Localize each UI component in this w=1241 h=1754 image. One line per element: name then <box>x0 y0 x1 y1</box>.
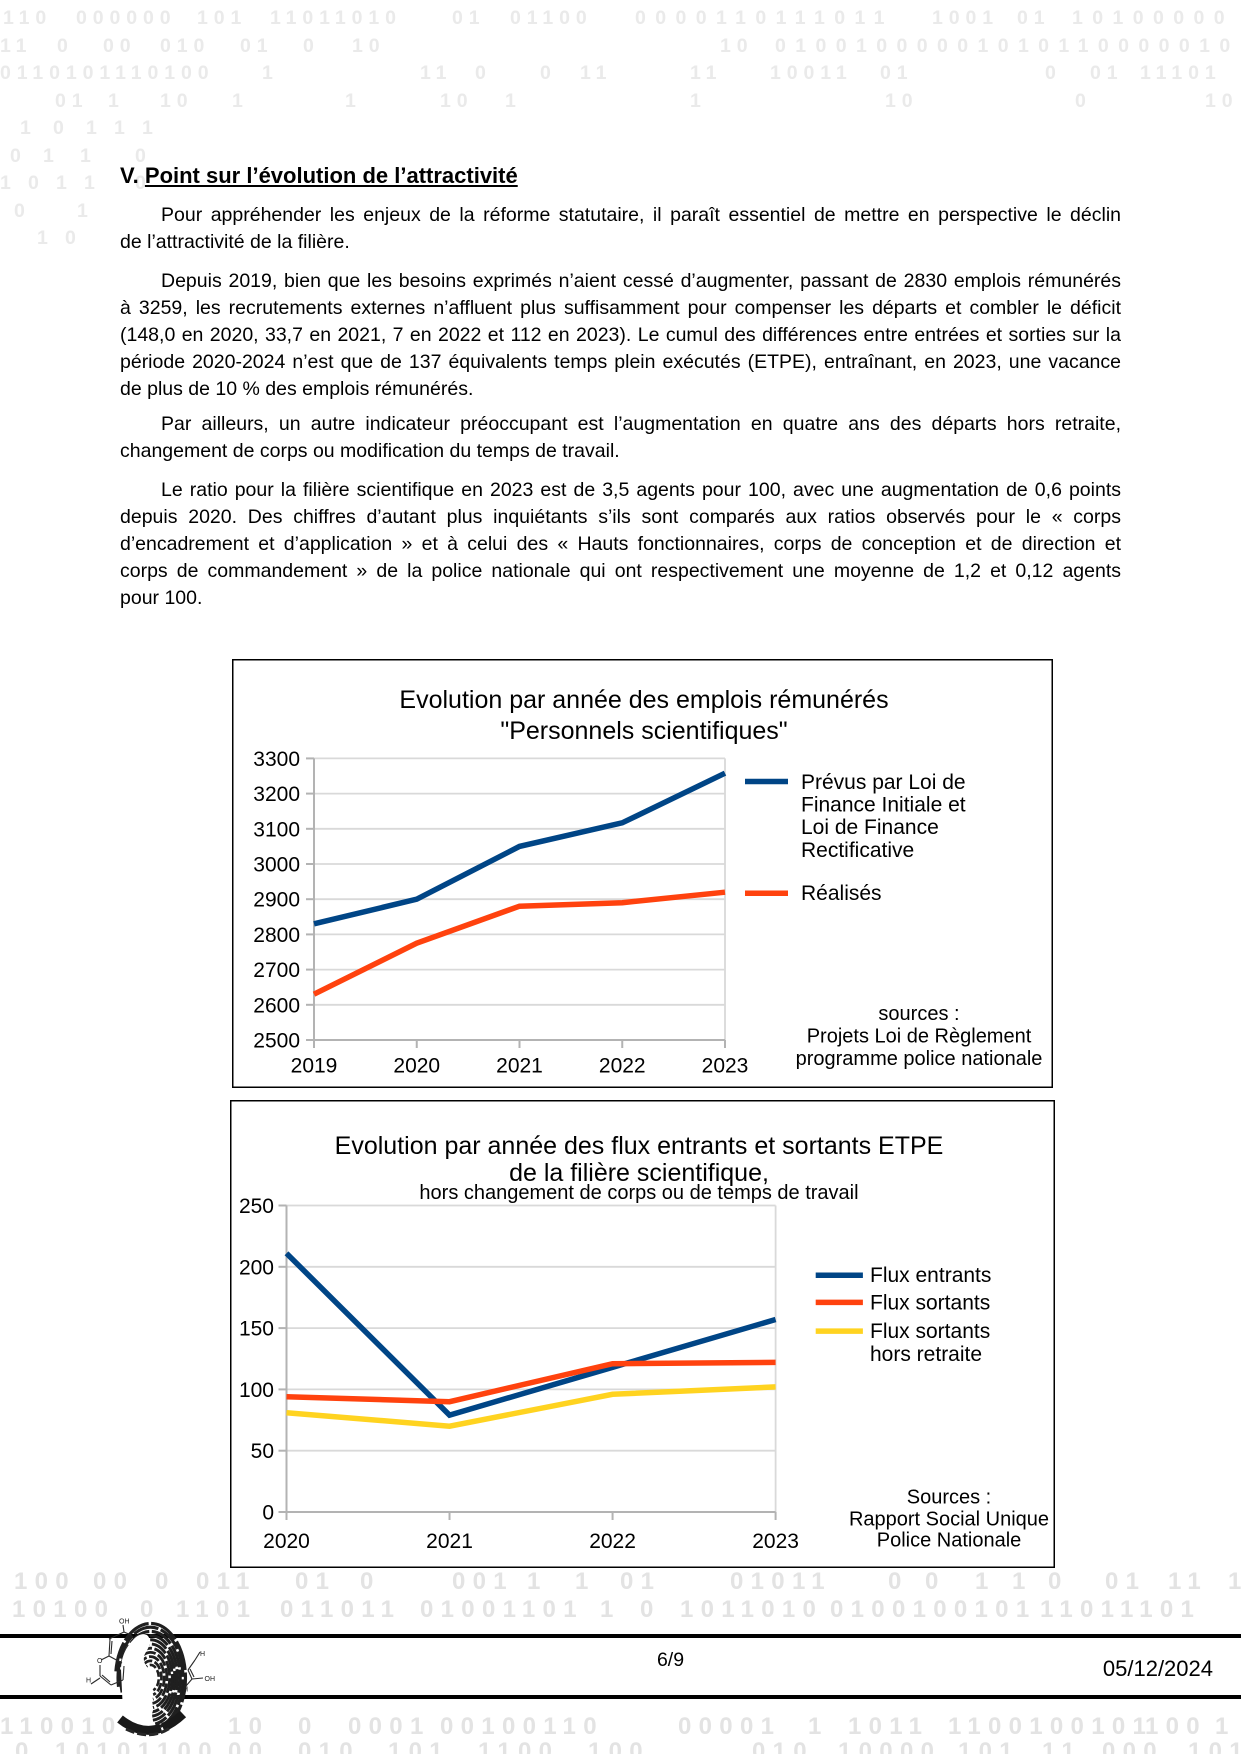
svg-text:Flux entrants: Flux entrants <box>870 1264 991 1287</box>
svg-text:2021: 2021 <box>426 1530 473 1553</box>
svg-text:2500: 2500 <box>253 1030 300 1053</box>
svg-text:H: H <box>200 1651 205 1658</box>
svg-text:2022: 2022 <box>599 1055 646 1078</box>
svg-text:150: 150 <box>239 1318 274 1341</box>
svg-text:50: 50 <box>251 1440 274 1463</box>
svg-text:200: 200 <box>239 1256 274 1279</box>
svg-text:2021: 2021 <box>496 1055 543 1078</box>
svg-text:Flux sortants: Flux sortants <box>870 1291 990 1314</box>
svg-text:2019: 2019 <box>291 1055 338 1078</box>
svg-text:O: O <box>97 1658 103 1665</box>
svg-text:sources :: sources : <box>878 1003 959 1025</box>
svg-text:2900: 2900 <box>253 889 300 912</box>
svg-text:Loi de Finance: Loi de Finance <box>801 816 939 839</box>
svg-text:2023: 2023 <box>702 1055 749 1078</box>
svg-text:programme police nationale: programme police nationale <box>796 1048 1043 1070</box>
svg-text:250: 250 <box>239 1195 274 1218</box>
svg-text:hors changement de corps ou de: hors changement de corps ou de temps de … <box>419 1182 858 1204</box>
svg-text:de la filière scientifique,: de la filière scientifique, <box>509 1159 769 1187</box>
svg-text:Evolution par année des flux e: Evolution par année des flux entrants et… <box>335 1132 944 1160</box>
svg-text:Evolution par année des emploi: Evolution par année des emplois rémunéré… <box>399 686 888 714</box>
svg-text:Réalisés: Réalisés <box>801 882 882 905</box>
svg-text:2600: 2600 <box>253 994 300 1017</box>
svg-text:100: 100 <box>239 1379 274 1402</box>
svg-text:H: H <box>86 1678 91 1685</box>
svg-text:2022: 2022 <box>589 1530 636 1553</box>
svg-text:3100: 3100 <box>253 818 300 841</box>
svg-text:OH: OH <box>119 1619 130 1626</box>
svg-text:Sources :: Sources : <box>907 1487 991 1509</box>
svg-text:2020: 2020 <box>393 1055 440 1078</box>
svg-text:2023: 2023 <box>752 1530 799 1553</box>
svg-text:"Personnels scientifiques": "Personnels scientifiques" <box>500 717 787 745</box>
svg-text:0: 0 <box>262 1502 274 1525</box>
svg-text:Finance Initiale et: Finance Initiale et <box>801 794 966 817</box>
svg-text:3300: 3300 <box>253 748 300 771</box>
svg-text:H: H <box>183 1687 188 1694</box>
svg-text:2020: 2020 <box>263 1530 310 1553</box>
svg-text:Police Nationale: Police Nationale <box>877 1529 1022 1551</box>
svg-text:OH: OH <box>205 1676 216 1683</box>
svg-text:Projets Loi de Règlement: Projets Loi de Règlement <box>807 1026 1032 1048</box>
svg-text:Prévus par Loi de: Prévus par Loi de <box>801 771 966 794</box>
svg-text:3200: 3200 <box>253 783 300 806</box>
svg-text:2800: 2800 <box>253 924 300 947</box>
svg-text:Rectificative: Rectificative <box>801 839 914 862</box>
svg-text:Rapport Social Unique: Rapport Social Unique <box>849 1509 1049 1531</box>
svg-text:Flux sortants: Flux sortants <box>870 1320 990 1343</box>
svg-text:2700: 2700 <box>253 959 300 982</box>
svg-text:3000: 3000 <box>253 854 300 877</box>
svg-text:hors retraite: hors retraite <box>870 1343 982 1366</box>
